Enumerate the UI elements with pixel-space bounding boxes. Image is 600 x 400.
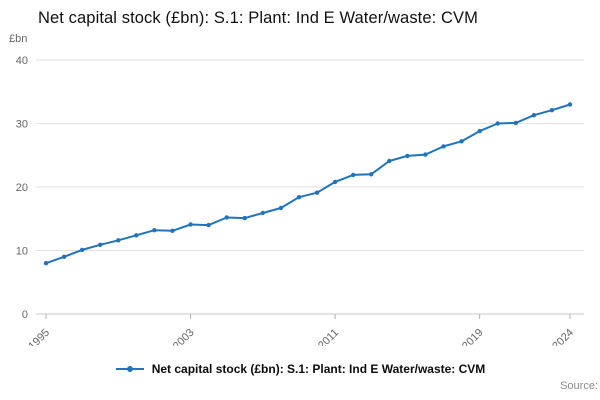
data-point	[152, 228, 157, 233]
data-point	[459, 139, 464, 144]
data-point	[296, 195, 302, 200]
data-point	[278, 205, 284, 211]
data-point	[369, 172, 374, 177]
data-point	[567, 102, 573, 107]
y-axis-unit-label: £bn	[9, 33, 28, 45]
data-point	[477, 128, 482, 134]
data-point	[495, 121, 500, 126]
y-axis-tick-label: 40	[16, 55, 28, 67]
data-point	[98, 242, 103, 247]
data-point	[260, 210, 265, 216]
data-point	[224, 215, 229, 220]
x-axis-tick-label: 2024	[550, 327, 576, 346]
data-point	[188, 222, 193, 227]
data-point	[242, 215, 247, 221]
series-line	[45, 103, 571, 265]
chart-title: Net capital stock (£bn): S.1: Plant: Ind…	[38, 9, 478, 27]
x-axis-tick-label: 2019	[460, 327, 486, 346]
data-point	[441, 144, 446, 149]
data-point	[43, 261, 49, 266]
line-chart: 0 10 20 30 40 1995 2003 2011 2019 2024	[0, 46, 600, 352]
data-point	[116, 238, 121, 243]
data-point	[206, 222, 211, 228]
data-point	[387, 158, 392, 164]
data-point	[134, 233, 139, 238]
data-point	[351, 172, 356, 178]
y-axis-tick-label: 20	[16, 182, 28, 194]
data-point	[513, 120, 518, 126]
data-point	[423, 152, 428, 157]
line-chart-canvas: 0 10 20 30 40 1995 2003 2011 2019 2024	[16, 55, 584, 352]
data-point	[314, 190, 320, 195]
y-axis-tick-label: 10	[16, 246, 28, 258]
data-point	[332, 179, 338, 185]
data-point	[61, 254, 67, 259]
x-axis-tick-label: 1995	[26, 327, 52, 346]
x-axis-tick-label: 2003	[171, 327, 197, 346]
legend-item[interactable]: Net capital stock (£bn): S.1: Plant: Ind…	[0, 358, 600, 380]
data-point	[405, 153, 410, 159]
data-point	[549, 108, 555, 113]
data-point	[170, 228, 175, 233]
x-axis-tick-label: 2011	[316, 327, 341, 346]
data-point	[531, 113, 537, 118]
data-point	[79, 247, 85, 253]
y-axis-tick-label: 30	[16, 119, 28, 131]
legend-line-marker-icon	[115, 366, 144, 372]
source-label: Source:	[560, 380, 598, 392]
y-axis-tick-label: 0	[22, 309, 28, 321]
legend-label: Net capital stock (£bn): S.1: Plant: Ind…	[151, 362, 486, 376]
